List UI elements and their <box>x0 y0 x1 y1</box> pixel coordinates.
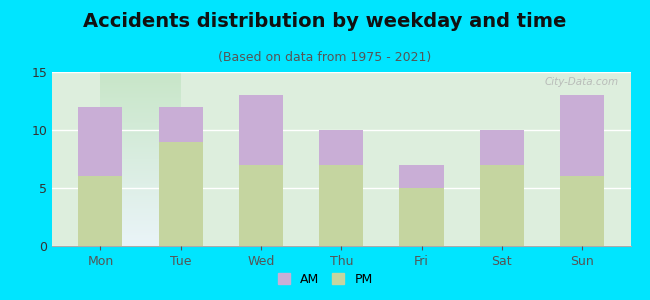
Legend: AM, PM: AM, PM <box>272 268 378 291</box>
Bar <box>480 165 524 246</box>
Bar <box>78 107 122 176</box>
Bar <box>78 176 122 246</box>
Bar <box>239 165 283 246</box>
Bar <box>480 130 524 165</box>
Bar <box>319 165 363 246</box>
Bar <box>239 95 283 165</box>
Bar <box>560 176 604 246</box>
Bar <box>319 130 363 165</box>
Bar <box>159 142 203 246</box>
Text: (Based on data from 1975 - 2021): (Based on data from 1975 - 2021) <box>218 51 432 64</box>
Text: Accidents distribution by weekday and time: Accidents distribution by weekday and ti… <box>83 12 567 31</box>
Bar <box>560 95 604 176</box>
Bar <box>400 165 443 188</box>
Bar <box>159 107 203 142</box>
Bar <box>400 188 443 246</box>
Text: City-Data.com: City-Data.com <box>545 77 619 87</box>
